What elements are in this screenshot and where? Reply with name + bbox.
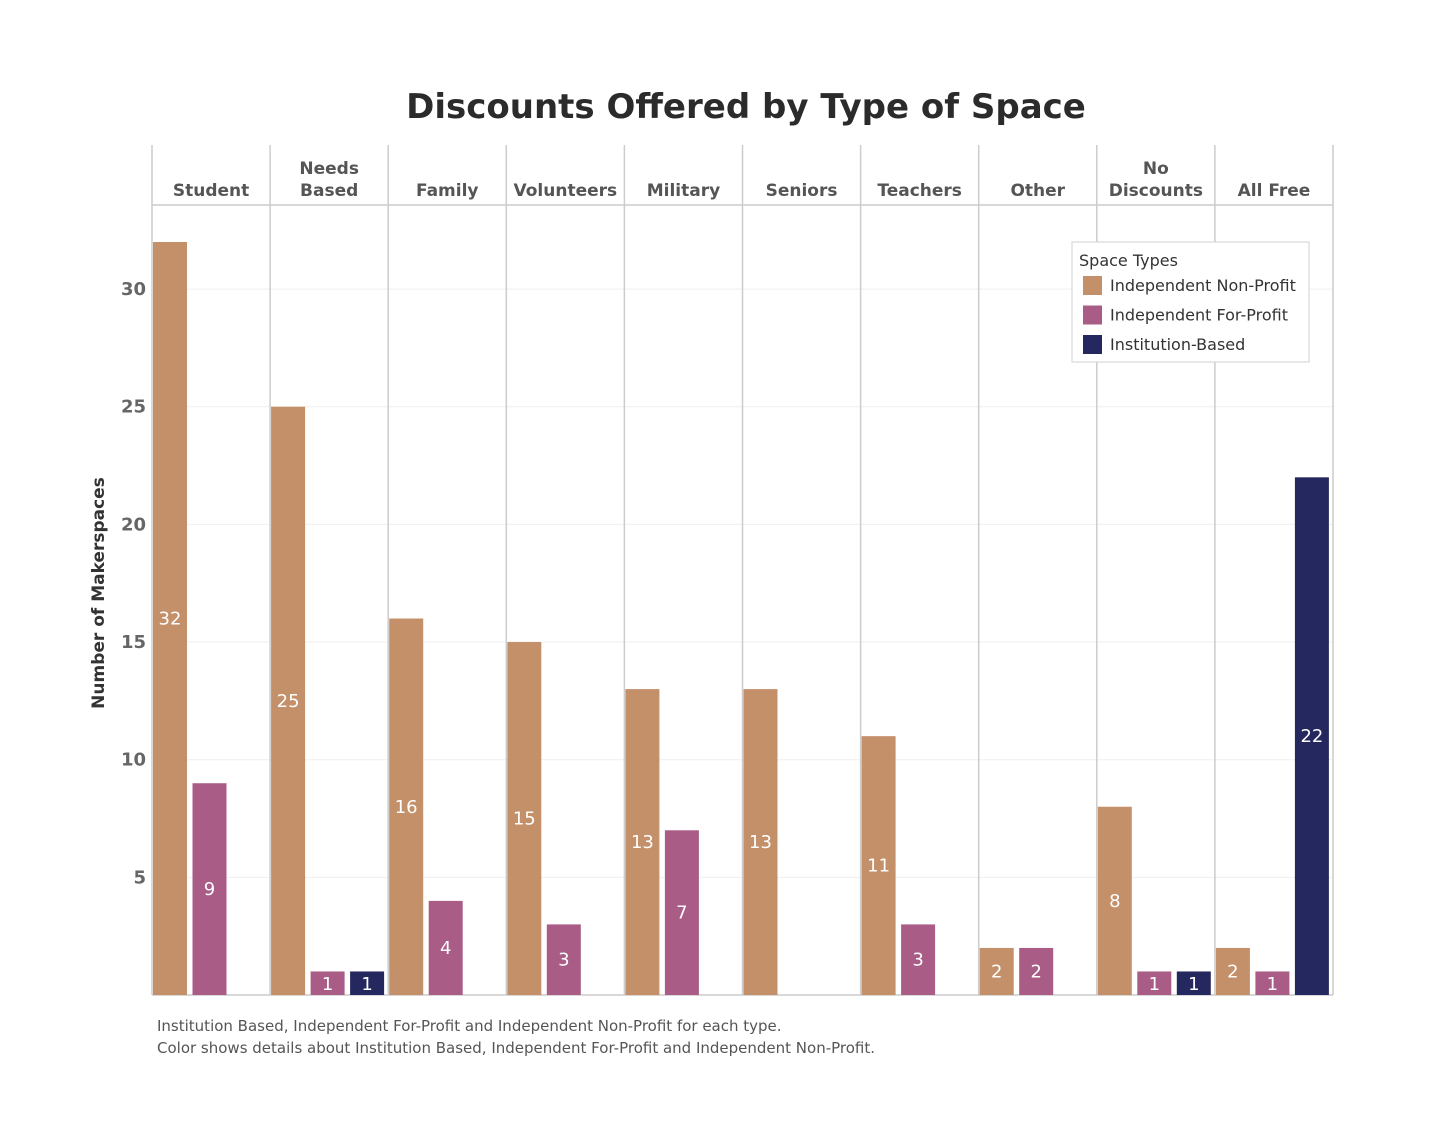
- data-label-6-series-0: 11: [867, 856, 890, 877]
- bar-4-series-0: [625, 689, 660, 995]
- legend: Space Types Independent Non-Profit Indepen…: [1071, 241, 1310, 363]
- bar-9-series-2: [1294, 477, 1329, 995]
- footnote-line-1: Institution Based, Independent For-Profi…: [157, 1017, 782, 1035]
- data-label-9-series-0: 2: [1227, 961, 1238, 982]
- data-label-1-series-2: 1: [361, 974, 372, 995]
- y-tick-label-10: 10: [121, 750, 146, 771]
- bar-8-series-0: [1097, 806, 1132, 995]
- data-label-0-series-0: 32: [159, 609, 182, 630]
- category-header-1-line-0: Needs: [299, 159, 359, 179]
- data-label-0-series-1: 9: [204, 879, 215, 900]
- bar-6-series-1: [901, 924, 936, 995]
- bar-0-series-0: [153, 242, 187, 995]
- legend-label-1: Independent For-Profit: [1110, 306, 1288, 325]
- y-axis-ticks: 5 10 15 20 25 30: [121, 279, 146, 888]
- bar-1-series-0: [271, 406, 306, 995]
- data-label-1-series-0: 25: [277, 691, 300, 712]
- category-header-5-line-0: Seniors: [766, 181, 838, 201]
- data-label-2-series-1: 4: [440, 938, 451, 959]
- data-label-4-series-1: 7: [676, 903, 687, 924]
- bar-8-series-1: [1137, 971, 1172, 995]
- bar-2-series-1: [428, 900, 463, 995]
- footnote-line-2: Color shows details about Institution Ba…: [157, 1039, 876, 1057]
- data-label-8-series-0: 8: [1109, 891, 1120, 912]
- data-label-7-series-1: 2: [1030, 961, 1041, 982]
- legend-box: [1071, 241, 1310, 363]
- bar-7-series-0: [979, 947, 1014, 995]
- category-header-7-line-0: Other: [1010, 181, 1065, 201]
- legend-title: Space Types: [1079, 251, 1178, 270]
- bar-1-series-2: [350, 971, 385, 995]
- y-axis-label: Number of Makerspaces: [89, 477, 109, 709]
- data-label-5-series-0: 13: [749, 832, 772, 853]
- category-header-3-line-0: Volunteers: [514, 181, 618, 201]
- legend-label-0: Independent Non-Profit: [1110, 276, 1296, 295]
- y-tick-label-20: 20: [121, 514, 146, 535]
- y-tick-label-15: 15: [121, 632, 146, 653]
- bar-6-series-0: [861, 736, 896, 995]
- category-header-9-line-0: All Free: [1238, 181, 1311, 201]
- data-label-3-series-0: 15: [513, 809, 536, 830]
- y-tick-label-25: 25: [121, 397, 146, 418]
- bar-0-series-1: [192, 783, 227, 995]
- category-header-2-line-0: Family: [416, 181, 479, 201]
- data-label-8-series-1: 1: [1149, 974, 1160, 995]
- category-header-8-line-1: Discounts: [1109, 181, 1203, 201]
- y-tick-label-5: 5: [133, 867, 146, 888]
- bar-3-series-0: [507, 642, 542, 995]
- category-header-4-line-0: Military: [647, 181, 720, 201]
- category-header-0-line-0: Student: [173, 181, 249, 201]
- bar-2-series-0: [389, 618, 424, 995]
- data-label-1-series-1: 1: [322, 974, 333, 995]
- data-label-4-series-0: 13: [631, 832, 654, 853]
- data-label-8-series-2: 1: [1188, 974, 1199, 995]
- data-label-3-series-1: 3: [558, 950, 569, 971]
- panel-frame: [151, 145, 1334, 996]
- bar-3-series-1: [546, 924, 581, 995]
- legend-label-2: Institution-Based: [1110, 335, 1245, 354]
- y-tick-label-30: 30: [121, 279, 146, 300]
- legend-swatch-2: [1083, 335, 1102, 354]
- category-header-8-line-0: No: [1143, 159, 1169, 179]
- data-label-9-series-2: 22: [1300, 726, 1323, 747]
- bar-8-series-2: [1176, 971, 1211, 995]
- bar-9-series-0: [1215, 947, 1250, 995]
- bar-1-series-1: [310, 971, 345, 995]
- bar-4-series-1: [664, 830, 699, 995]
- legend-swatch-1: [1083, 305, 1102, 325]
- category-header-1-line-1: Based: [300, 181, 358, 201]
- bar-7-series-1: [1019, 947, 1054, 995]
- data-label-9-series-1: 1: [1267, 974, 1278, 995]
- bar-5-series-0: [743, 689, 778, 995]
- legend-swatch-0: [1083, 276, 1102, 295]
- data-label-6-series-1: 3: [912, 950, 923, 971]
- data-label-2-series-0: 16: [395, 797, 418, 818]
- chart-title: Discounts Offered by Type of Space: [406, 87, 1086, 127]
- data-label-7-series-0: 2: [991, 961, 1002, 982]
- bars: [153, 242, 1329, 995]
- category-header-6-line-0: Teachers: [877, 181, 962, 201]
- bar-9-series-1: [1255, 971, 1290, 995]
